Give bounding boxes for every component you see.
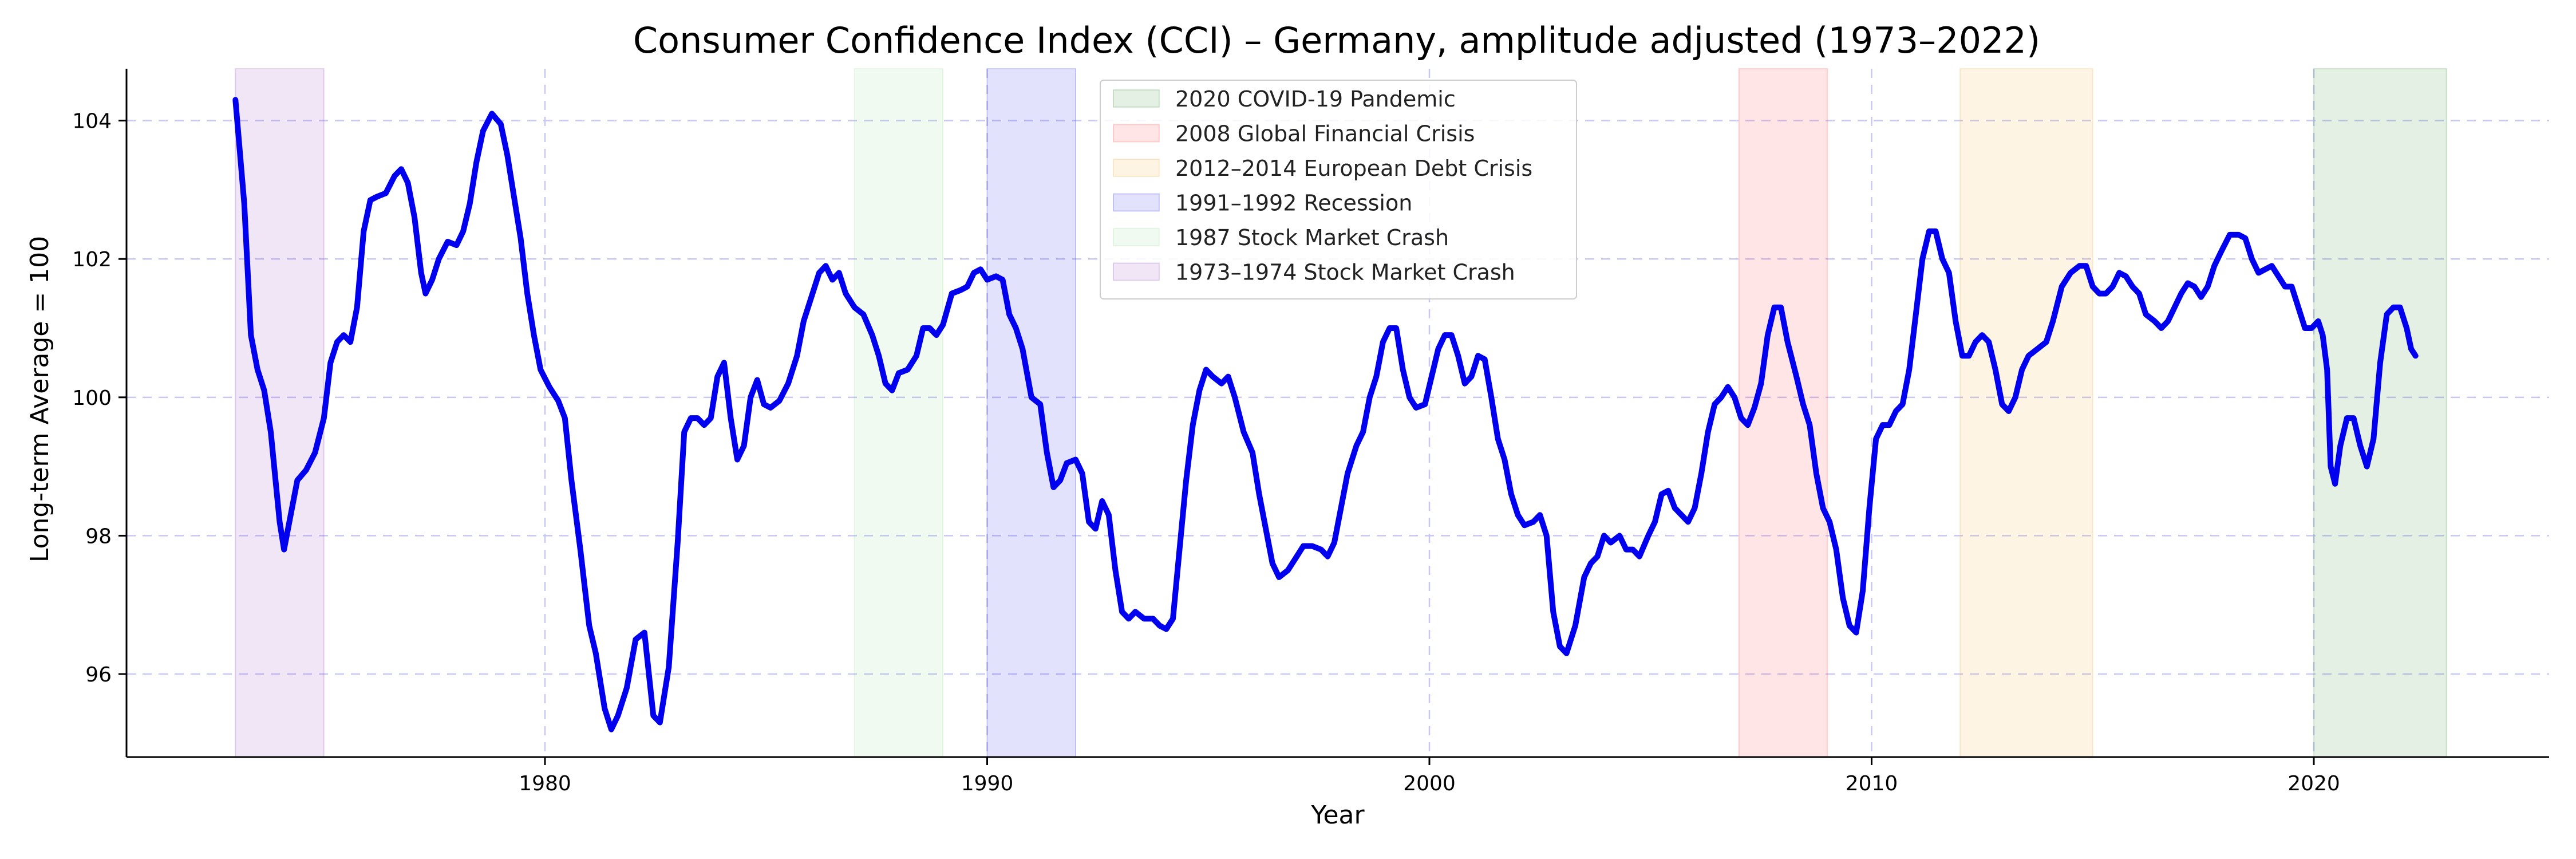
legend-frame — [1100, 80, 1577, 300]
y-ticks: 96 98 100 102 104 — [72, 110, 127, 687]
shaded-period-5 — [235, 68, 325, 758]
y-tick-label-98: 98 — [85, 525, 112, 548]
legend-swatch-2 — [1113, 159, 1160, 177]
shaded-periods — [235, 68, 2447, 758]
shaded-period-4 — [854, 68, 944, 758]
legend-label-0: 2020 COVID-19 Pandemic — [1175, 86, 1456, 112]
y-tick-label-102: 102 — [72, 248, 112, 271]
legend-swatch-3 — [1113, 193, 1160, 212]
series-line-0 — [232, 97, 2419, 732]
legend-label-4: 1987 Stock Market Crash — [1175, 225, 1449, 250]
y-axis-label: Long-term Average = 100 — [25, 236, 54, 562]
y-tick-label-100: 100 — [72, 387, 112, 410]
legend-swatch-5 — [1113, 262, 1160, 281]
shaded-period-2 — [1959, 68, 2093, 758]
legend: 2020 COVID-19 Pandemic 2008 Global Financ… — [1100, 80, 1577, 300]
x-tick-label-2000: 2000 — [1403, 772, 1456, 795]
x-axis-label: Year — [1310, 801, 1365, 830]
shaded-period-3 — [986, 68, 1076, 758]
x-tick-label-1990: 1990 — [961, 772, 1014, 795]
x-tick-label-1980: 1980 — [519, 772, 571, 795]
legend-label-1: 2008 Global Financial Crisis — [1175, 121, 1475, 147]
x-tick-label-2010: 2010 — [1846, 772, 1898, 795]
legend-label-2: 2012–2014 European Debt Crisis — [1175, 156, 1532, 181]
legend-swatch-1 — [1113, 124, 1160, 143]
y-tick-label-96: 96 — [85, 663, 112, 687]
shaded-period-0 — [2313, 68, 2447, 758]
axes — [125, 69, 2549, 758]
legend-swatch-0 — [1113, 89, 1160, 108]
legend-swatch-4 — [1113, 228, 1160, 246]
legend-label-5: 1973–1974 Stock Market Crash — [1175, 260, 1515, 285]
legend-label-3: 1991–1992 Recession — [1175, 191, 1412, 216]
x-ticks: 1980 1990 2000 2010 2020 — [519, 757, 2340, 795]
series-group — [232, 97, 2419, 732]
y-tick-label-104: 104 — [72, 110, 112, 133]
x-tick-label-2020: 2020 — [2287, 772, 2340, 795]
chart-title: Consumer Confidence Index (CCI) – German… — [633, 19, 2040, 61]
